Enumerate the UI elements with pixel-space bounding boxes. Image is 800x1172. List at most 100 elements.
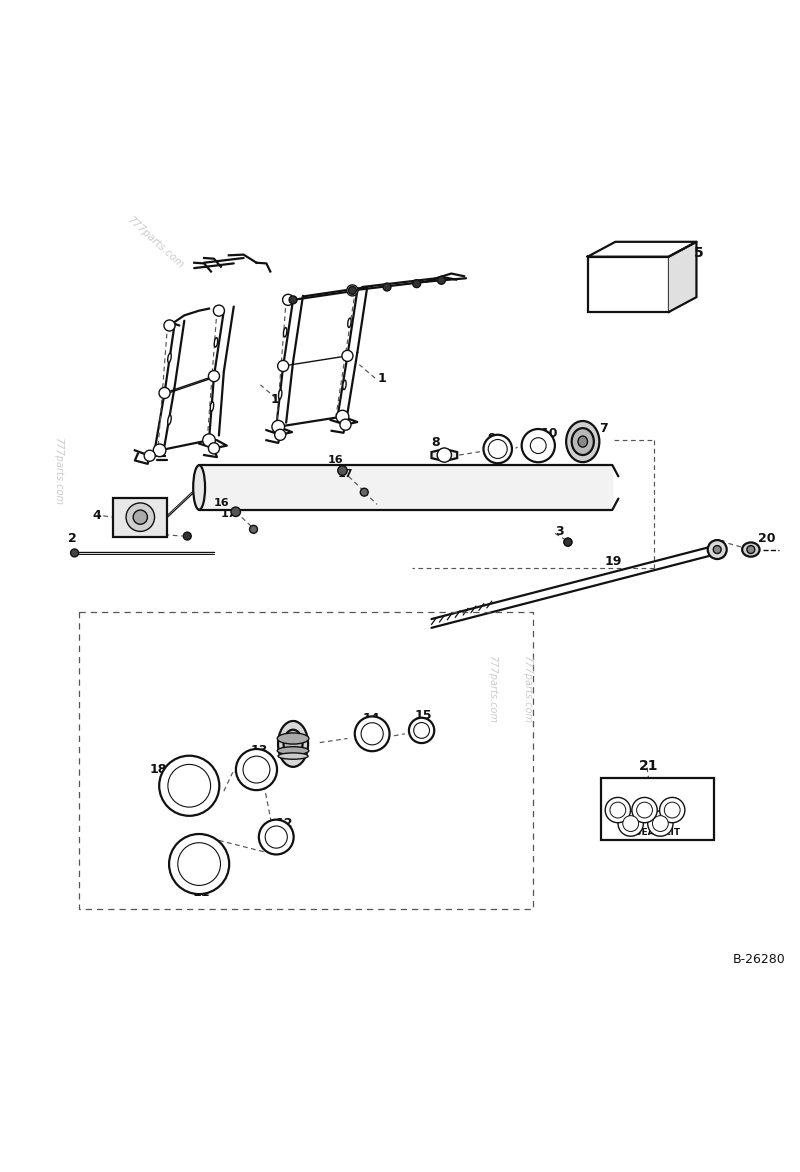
Circle shape [383, 284, 391, 291]
Circle shape [360, 489, 368, 496]
Text: 777parts.com: 777parts.com [54, 437, 63, 505]
Text: 11: 11 [192, 886, 210, 899]
Circle shape [265, 826, 287, 849]
Circle shape [438, 277, 446, 285]
Text: 777parts.com: 777parts.com [486, 655, 497, 723]
Circle shape [530, 437, 546, 454]
Circle shape [338, 465, 347, 476]
Polygon shape [199, 465, 613, 510]
Text: 15: 15 [414, 709, 432, 722]
Circle shape [483, 435, 512, 463]
Ellipse shape [742, 543, 759, 557]
Circle shape [259, 819, 294, 854]
Polygon shape [669, 241, 697, 312]
Circle shape [154, 444, 166, 457]
Ellipse shape [278, 752, 308, 759]
Circle shape [340, 420, 351, 430]
Circle shape [169, 834, 229, 894]
Ellipse shape [283, 730, 302, 758]
Circle shape [133, 510, 147, 524]
Text: 1: 1 [377, 372, 386, 384]
Ellipse shape [210, 402, 214, 411]
Ellipse shape [578, 436, 587, 447]
Text: 17: 17 [221, 510, 236, 519]
Circle shape [414, 722, 430, 738]
Text: 4: 4 [92, 510, 101, 523]
Circle shape [664, 802, 680, 818]
Circle shape [250, 525, 258, 533]
Text: 18: 18 [150, 763, 167, 776]
Circle shape [272, 421, 285, 432]
Text: 6: 6 [288, 720, 297, 732]
Text: 10: 10 [540, 427, 558, 440]
Polygon shape [588, 241, 697, 257]
Circle shape [347, 285, 358, 297]
Text: 3: 3 [154, 529, 163, 541]
Circle shape [637, 802, 653, 818]
Circle shape [282, 294, 294, 306]
Circle shape [144, 450, 155, 462]
Circle shape [159, 756, 219, 816]
Circle shape [622, 816, 638, 831]
Circle shape [564, 538, 572, 546]
Text: 8: 8 [431, 436, 440, 449]
Circle shape [126, 503, 154, 531]
Circle shape [209, 370, 219, 382]
Ellipse shape [168, 353, 171, 362]
Ellipse shape [283, 327, 287, 338]
Circle shape [354, 716, 390, 751]
Text: SEAL KIT: SEAL KIT [635, 827, 680, 837]
Text: 16: 16 [214, 498, 230, 507]
Ellipse shape [168, 415, 171, 424]
Polygon shape [431, 449, 457, 461]
Circle shape [653, 816, 668, 831]
Ellipse shape [214, 338, 218, 347]
Circle shape [349, 286, 356, 294]
FancyBboxPatch shape [588, 257, 669, 312]
Text: 1: 1 [270, 394, 279, 407]
Circle shape [164, 320, 175, 331]
Circle shape [168, 764, 210, 808]
Text: 777parts.com: 777parts.com [522, 655, 532, 723]
FancyBboxPatch shape [601, 778, 714, 840]
Circle shape [278, 361, 289, 372]
Circle shape [747, 546, 754, 553]
Ellipse shape [566, 421, 599, 462]
Circle shape [632, 797, 658, 823]
Text: 2: 2 [68, 532, 76, 545]
Circle shape [70, 548, 78, 557]
Ellipse shape [572, 428, 594, 455]
Circle shape [209, 443, 219, 454]
Text: 16: 16 [328, 456, 343, 465]
Circle shape [336, 410, 349, 423]
Circle shape [274, 429, 286, 441]
FancyBboxPatch shape [113, 498, 167, 537]
Text: 13: 13 [250, 744, 268, 757]
Ellipse shape [278, 747, 309, 755]
Ellipse shape [278, 732, 309, 744]
Circle shape [708, 540, 726, 559]
Text: 21: 21 [639, 758, 658, 772]
Circle shape [605, 797, 630, 823]
Circle shape [214, 305, 225, 316]
Text: 17: 17 [338, 469, 353, 479]
Text: 3: 3 [555, 525, 564, 538]
Ellipse shape [342, 380, 346, 389]
Circle shape [413, 280, 421, 287]
Circle shape [159, 388, 170, 398]
Circle shape [243, 756, 270, 783]
Circle shape [236, 749, 277, 790]
Text: 9: 9 [488, 431, 497, 444]
Circle shape [564, 538, 572, 546]
Text: 14: 14 [362, 711, 380, 724]
Text: 5: 5 [694, 246, 703, 260]
Text: 7: 7 [599, 422, 608, 435]
Circle shape [659, 797, 685, 823]
Circle shape [618, 811, 643, 836]
Circle shape [488, 440, 507, 458]
Circle shape [342, 350, 353, 361]
Text: 777parts.com: 777parts.com [126, 214, 186, 270]
Circle shape [648, 811, 673, 836]
Circle shape [361, 723, 383, 745]
Circle shape [183, 532, 191, 540]
